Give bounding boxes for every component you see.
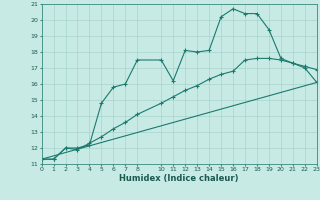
X-axis label: Humidex (Indice chaleur): Humidex (Indice chaleur) bbox=[119, 174, 239, 183]
